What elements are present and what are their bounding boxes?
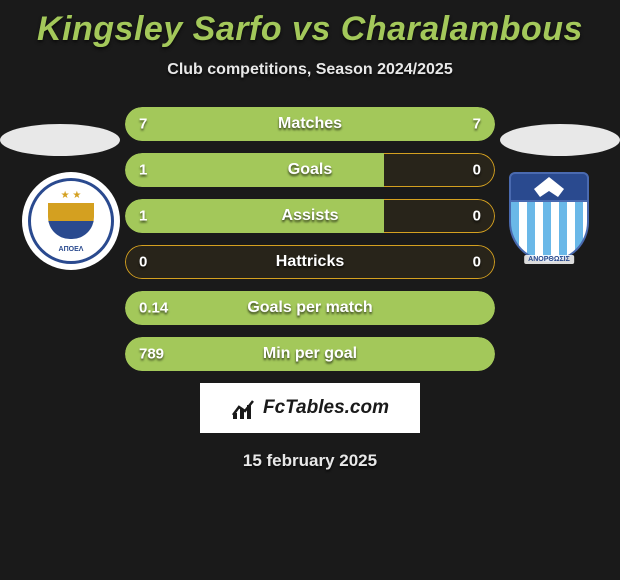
stat-label: Assists: [282, 207, 339, 225]
stat-value-left: 0.14: [139, 300, 168, 317]
brand-chart-icon: [231, 397, 257, 419]
stat-value-left: 0: [139, 254, 147, 271]
stat-value-right: 0: [473, 208, 481, 225]
date-label: 15 february 2025: [0, 451, 620, 471]
page-title: Kingsley Sarfo vs Charalambous: [0, 10, 620, 49]
stat-row: 1 Goals 0: [125, 153, 495, 187]
stat-row: 1 Assists 0: [125, 199, 495, 233]
left-team-badge: ★ ★ ΑΠΟΕΛ: [22, 172, 120, 270]
stat-value-right: 0: [473, 162, 481, 179]
stat-row: 7 Matches 7: [125, 107, 495, 141]
crest-top: [509, 172, 589, 202]
crest-stars-icon: ★ ★: [61, 190, 82, 201]
right-team-short: ΑΝΟΡΘΩΣΙΣ: [524, 255, 574, 264]
right-team-badge: ΑΝΟΡΘΩΣΙΣ: [500, 172, 598, 270]
stat-label: Hattricks: [276, 253, 344, 271]
stat-row: 0.14 Goals per match: [125, 291, 495, 325]
brand-box: FcTables.com: [200, 383, 420, 433]
stats-list: 7 Matches 7 1 Goals 0 1 Assists 0 0 Hattricks 0 0.14…: [125, 107, 495, 371]
stat-value-left: 789: [139, 346, 164, 363]
eagle-icon: [534, 177, 564, 197]
brand-name: FcTables.com: [263, 397, 389, 419]
right-pedestal: [500, 124, 620, 156]
left-team-short: ΑΠΟΕΛ: [59, 246, 84, 253]
stat-bar-left: [125, 153, 384, 187]
stat-value-left: 7: [139, 116, 147, 133]
stat-label: Goals: [288, 161, 332, 179]
stat-value-left: 1: [139, 208, 147, 225]
subtitle: Club competitions, Season 2024/2025: [0, 61, 620, 79]
apoel-crest: ★ ★ ΑΠΟΕΛ: [28, 178, 114, 264]
crest-shield-icon: [48, 203, 94, 239]
stat-value-right: 7: [473, 116, 481, 133]
stat-row: 789 Min per goal: [125, 337, 495, 371]
crest-stripes: [509, 202, 589, 262]
stat-value-right: 0: [473, 254, 481, 271]
stat-label: Matches: [278, 115, 342, 133]
stat-row: 0 Hattricks 0: [125, 245, 495, 279]
left-pedestal: [0, 124, 120, 156]
stat-value-left: 1: [139, 162, 147, 179]
anorosis-crest: ΑΝΟΡΘΩΣΙΣ: [509, 172, 589, 268]
stat-label: Min per goal: [263, 345, 357, 363]
comparison-infographic: Kingsley Sarfo vs Charalambous Club comp…: [0, 0, 620, 481]
stat-label: Goals per match: [247, 299, 372, 317]
stat-bar-left: [125, 199, 384, 233]
